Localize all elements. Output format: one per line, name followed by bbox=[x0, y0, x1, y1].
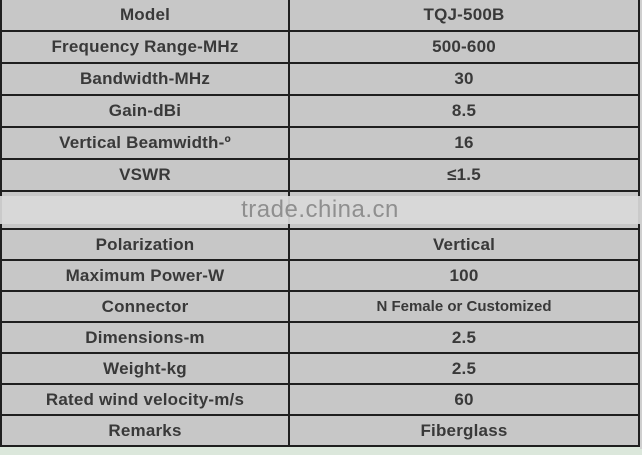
table-row: Maximum Power-W 100 bbox=[2, 261, 638, 292]
table-row: Frequency Range-MHz 500-600 bbox=[2, 32, 638, 64]
table-row: Remarks Fiberglass bbox=[2, 416, 638, 445]
spec-value-cell: 60 bbox=[454, 389, 474, 409]
spec-label-cell: Rated wind velocity-m/s bbox=[2, 385, 290, 414]
spec-label-cell: Gain-dBi bbox=[2, 96, 290, 126]
spec-value-cell: 8.5 bbox=[451, 101, 477, 120]
watermark-band: trade.china.cn bbox=[0, 196, 640, 224]
spec-label-cell: Maximum Power-W bbox=[2, 261, 290, 290]
watermark-row: trade.china.cn bbox=[0, 192, 640, 230]
spec-label-cell: Dimensions-m bbox=[2, 323, 290, 352]
spec-value-cell: Fiberglass bbox=[420, 420, 508, 440]
table-row: Connector N Female or Customized bbox=[2, 292, 638, 323]
spec-value-cell: 500-600 bbox=[432, 37, 496, 56]
spec-label-cell: Vertical Beamwidth-º bbox=[2, 128, 290, 158]
spec-value-cell: 2.5 bbox=[451, 327, 477, 347]
spec-table: Model TQJ-500B Frequency Range-MHz 500-6… bbox=[0, 0, 640, 447]
spec-label-cell: VSWR bbox=[2, 160, 290, 190]
spec-label-cell: Frequency Range-MHz bbox=[2, 32, 290, 62]
spec-value-cell: N Female or Customized bbox=[376, 298, 552, 315]
spec-table-top-section: Model TQJ-500B Frequency Range-MHz 500-6… bbox=[2, 0, 638, 192]
spec-value-cell: 100 bbox=[449, 265, 479, 285]
spec-label-cell: Polarization bbox=[2, 230, 290, 259]
right-edge-sliver bbox=[640, 0, 642, 449]
spec-value-cell: 16 bbox=[454, 133, 474, 152]
table-row: Model TQJ-500B bbox=[2, 0, 638, 32]
table-row: Bandwidth-MHz 30 bbox=[2, 64, 638, 96]
watermark-text: trade.china.cn bbox=[241, 196, 399, 223]
spec-value-cell: ≤1.5 bbox=[447, 165, 481, 184]
table-row: VSWR ≤1.5 bbox=[2, 160, 638, 192]
spec-value-cell: 2.5 bbox=[451, 358, 477, 378]
spec-value-cell: 30 bbox=[454, 69, 474, 88]
spec-label-cell: Weight-kg bbox=[2, 354, 290, 383]
spec-label-cell: Remarks bbox=[2, 416, 290, 445]
table-row: Polarization Vertical bbox=[2, 230, 638, 261]
spec-label-cell: Connector bbox=[2, 292, 290, 321]
spec-table-bottom-section: Polarization Vertical Maximum Power-W 10… bbox=[2, 230, 638, 445]
table-row: Vertical Beamwidth-º 16 bbox=[2, 128, 638, 160]
spec-value-cell: Vertical bbox=[432, 234, 496, 254]
table-row: Rated wind velocity-m/s 60 bbox=[2, 385, 638, 416]
spec-label-cell: Bandwidth-MHz bbox=[2, 64, 290, 94]
spec-value-cell: TQJ-500B bbox=[423, 5, 505, 24]
table-row: Gain-dBi 8.5 bbox=[2, 96, 638, 128]
table-row: Dimensions-m 2.5 bbox=[2, 323, 638, 354]
spec-label-cell: Model bbox=[2, 0, 290, 30]
table-row: Weight-kg 2.5 bbox=[2, 354, 638, 385]
